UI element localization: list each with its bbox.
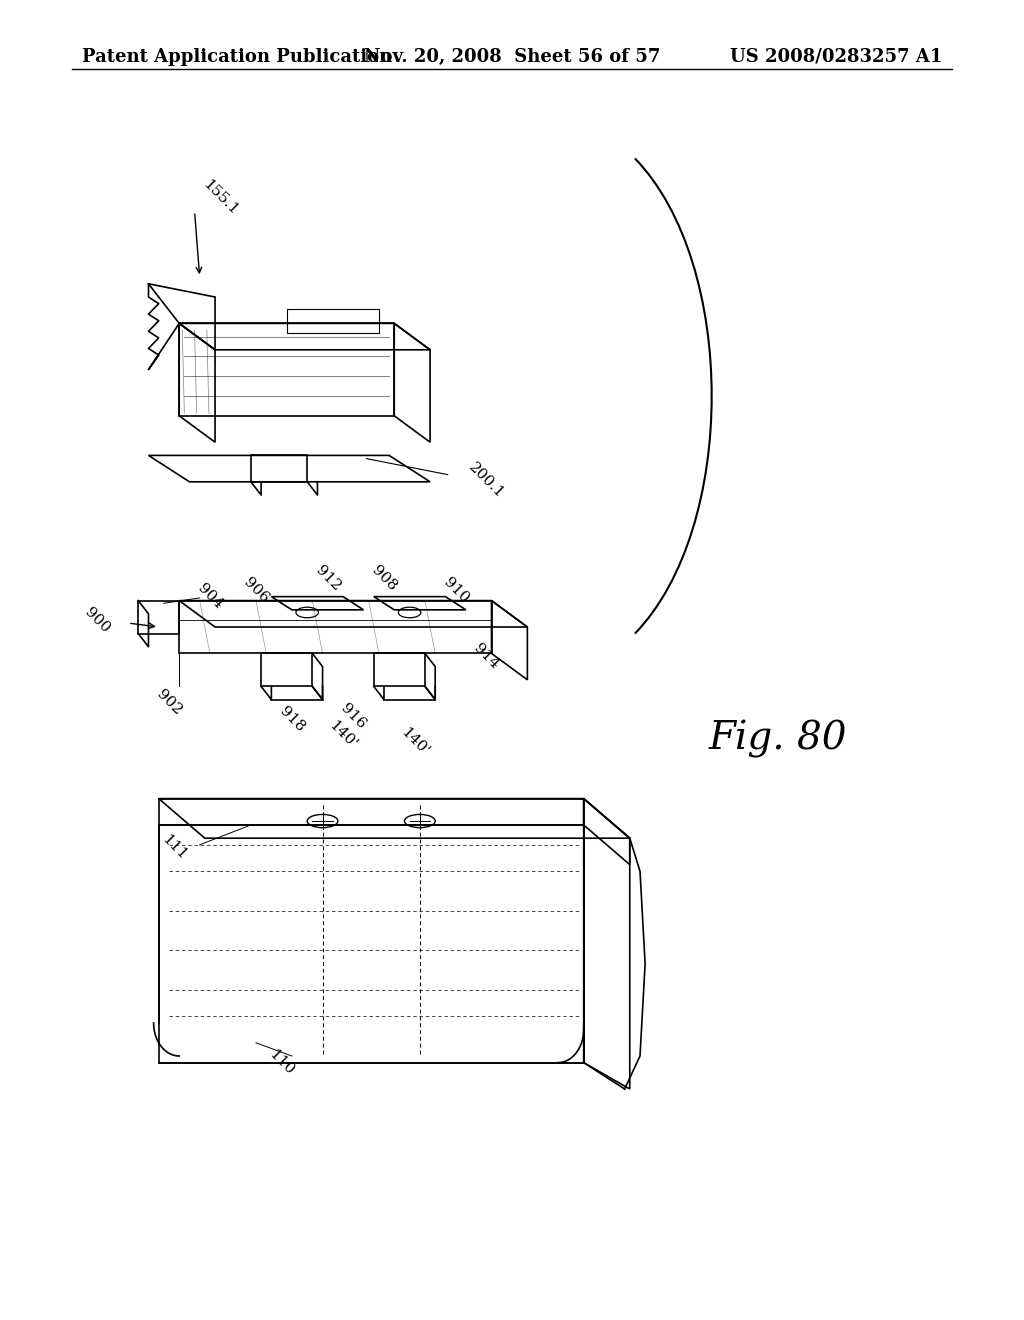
Text: 906: 906 bbox=[241, 574, 271, 606]
Text: US 2008/0283257 A1: US 2008/0283257 A1 bbox=[730, 48, 942, 66]
Text: 200.1: 200.1 bbox=[466, 461, 507, 500]
Text: 904: 904 bbox=[195, 581, 225, 612]
Text: 908: 908 bbox=[369, 562, 399, 594]
Text: 912: 912 bbox=[312, 562, 343, 594]
Text: Patent Application Publication: Patent Application Publication bbox=[82, 48, 392, 66]
Text: Fig. 80: Fig. 80 bbox=[709, 721, 848, 758]
Bar bbox=[287, 309, 379, 333]
Text: 140': 140' bbox=[398, 725, 431, 759]
Text: 916: 916 bbox=[338, 701, 369, 733]
Text: 910: 910 bbox=[440, 574, 471, 606]
Text: 110: 110 bbox=[266, 1047, 297, 1078]
Text: 155.1: 155.1 bbox=[200, 178, 241, 218]
Text: 140': 140' bbox=[327, 718, 359, 752]
Text: 918: 918 bbox=[276, 704, 307, 735]
Text: 914: 914 bbox=[471, 640, 502, 672]
Text: 902: 902 bbox=[154, 686, 184, 718]
Text: 900: 900 bbox=[82, 605, 113, 636]
Text: Nov. 20, 2008  Sheet 56 of 57: Nov. 20, 2008 Sheet 56 of 57 bbox=[364, 48, 660, 66]
Text: 111: 111 bbox=[159, 832, 189, 863]
